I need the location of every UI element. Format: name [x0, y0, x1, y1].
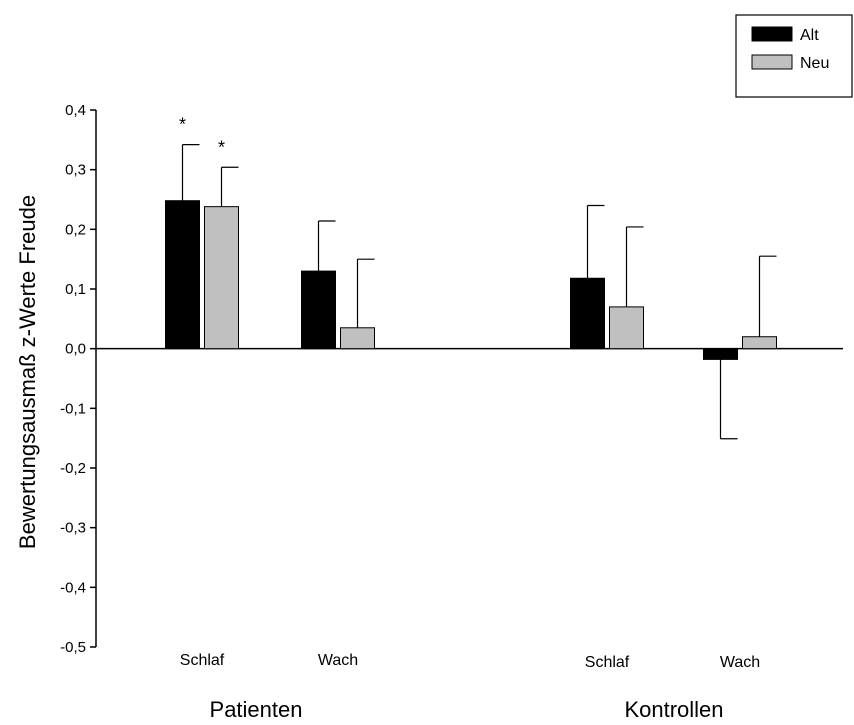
- legend: Alt Neu: [735, 14, 853, 98]
- y-axis-label: Bewertungsausmaß z-Werte Freude: [15, 195, 40, 549]
- bar-alt: [570, 277, 605, 350]
- bar-alt: [703, 348, 738, 360]
- condition-label: Schlaf: [180, 652, 225, 669]
- condition-label: Wach: [318, 652, 358, 669]
- significance-marker: *: [179, 115, 186, 135]
- condition-label: Wach: [720, 654, 760, 671]
- y-tick-label: -0,5: [60, 639, 86, 656]
- y-tick-label: -0,2: [60, 460, 86, 477]
- bars: **: [165, 115, 777, 440]
- significance-marker: *: [218, 137, 225, 157]
- y-tick-label: 0,4: [65, 102, 86, 119]
- bar-neu: [204, 206, 239, 350]
- y-tick-label: -0,3: [60, 520, 86, 537]
- legend-label: Alt: [800, 27, 819, 44]
- group-label: Kontrollen: [624, 697, 723, 722]
- bar-alt: [165, 200, 200, 350]
- legend-swatch: [751, 26, 793, 42]
- group-label: Patienten: [210, 697, 303, 722]
- y-tick-label: 0,3: [65, 162, 86, 179]
- condition-label: Schlaf: [585, 654, 630, 671]
- y-tick-label: -0,4: [60, 579, 86, 596]
- legend-swatch: [751, 54, 793, 70]
- y-tick-label: 0,1: [65, 281, 86, 298]
- bar-neu: [742, 336, 777, 350]
- bar-neu: [340, 327, 375, 350]
- bar-alt: [301, 270, 336, 350]
- y-tick-label: -0,1: [60, 400, 86, 417]
- y-tick-label: 0,2: [65, 221, 86, 238]
- labels: Schlaf Wach Patienten Schlaf Wach Kontrollen: [180, 652, 760, 722]
- y-tick-label: 0,0: [65, 341, 86, 358]
- axes: 0,4 0,3 0,2 0,1 0,0 -0,1 -0,2 -0,3 -0,4 -0,5: [60, 102, 843, 656]
- legend-label: Neu: [800, 55, 829, 72]
- bar-neu: [609, 306, 644, 350]
